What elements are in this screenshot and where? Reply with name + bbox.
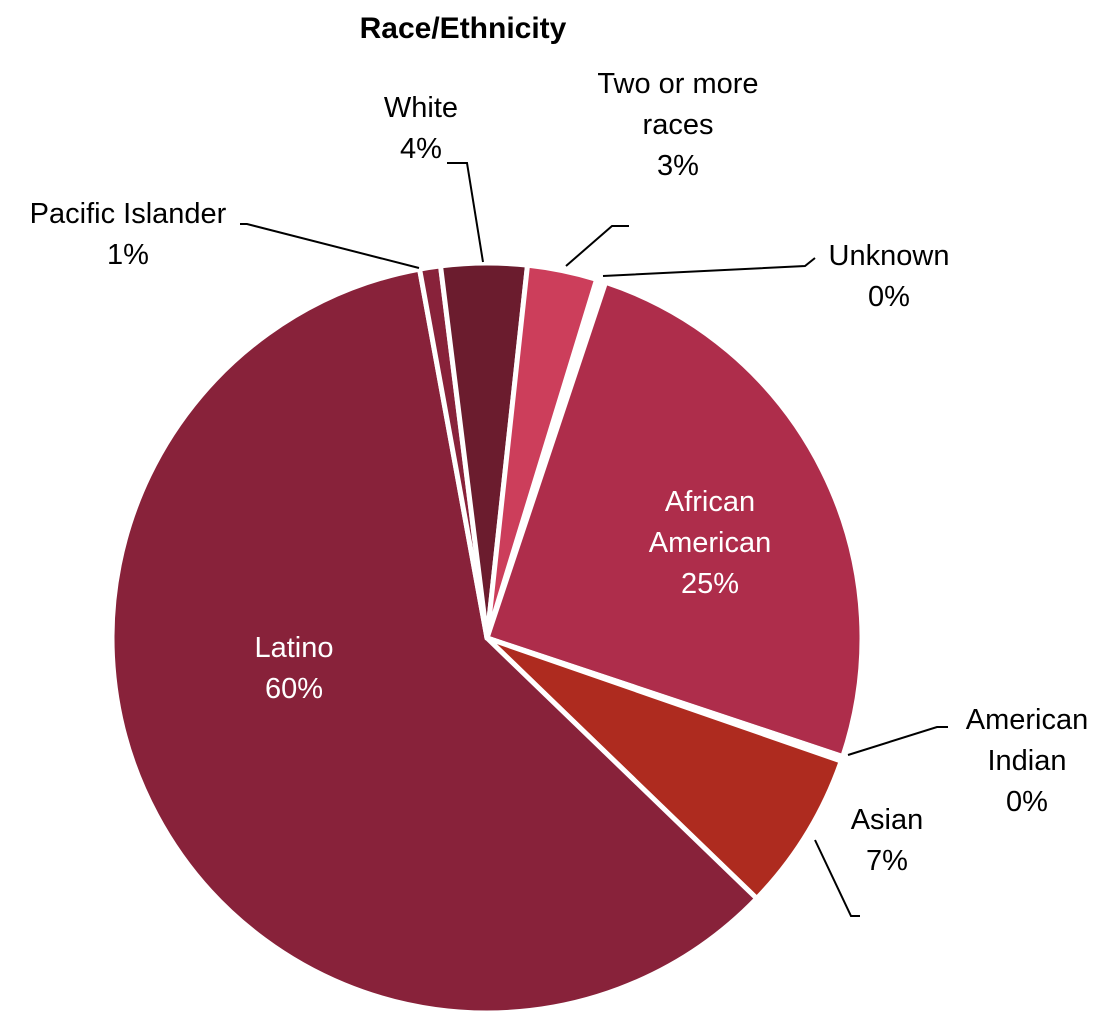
slice-percent-asian: 7% — [866, 845, 908, 877]
slice-label-pacific-islander: Pacific Islander 1% — [30, 198, 227, 271]
slice-label-african-american: African American 25% — [649, 486, 772, 600]
slice-asian — [484, 635, 844, 901]
slice-label-american-indian: American Indian 0% — [966, 704, 1089, 818]
leader-line-pacific-islander — [240, 223, 420, 269]
slice-name-line-african-american: African — [665, 486, 755, 518]
slice-label-asian: Asian 7% — [851, 804, 924, 877]
slice-percent-two-or-more-races: 3% — [657, 150, 699, 182]
slice-name-line-latino: Latino — [254, 632, 333, 664]
slice-name-line-pacific-islander: Pacific Islander — [30, 198, 227, 230]
slice-label-latino: Latino 60% — [254, 632, 333, 705]
slice-name-line-american-indian: American — [966, 704, 1089, 736]
slice-label-white: White 4% — [384, 92, 458, 165]
slice-label-unknown: Unknown 0% — [829, 240, 950, 313]
slice-percent-pacific-islander: 1% — [107, 239, 149, 271]
slice-name-line-african-american: American — [649, 527, 772, 559]
slice-name-line-asian: Asian — [851, 804, 924, 836]
leader-line-two-or-more-races — [565, 225, 629, 267]
leader-line-white — [447, 162, 484, 263]
slice-latino — [109, 266, 760, 1014]
slice-labels: Unknown 0% African American 25% American India… — [30, 68, 1089, 877]
chart-title: Race/Ethnicity — [360, 12, 567, 45]
slice-name-line-two-or-more-races: Two or more — [597, 68, 758, 100]
slice-percent-latino: 60% — [265, 673, 323, 705]
slice-label-two-or-more-races: Two or more races 3% — [597, 68, 758, 182]
slice-percent-white: 4% — [400, 133, 442, 165]
slice-percent-african-american: 25% — [681, 568, 739, 600]
slice-name-line-unknown: Unknown — [829, 240, 950, 272]
leader-line-american-indian — [847, 726, 948, 756]
leader-lines — [240, 162, 948, 917]
slice-african-american — [484, 279, 865, 760]
slice-name-line-two-or-more-races: races — [643, 109, 714, 141]
pie-slices — [109, 260, 865, 1014]
leader-line-asian — [814, 839, 860, 917]
leader-line-unknown — [602, 257, 816, 277]
slice-name-line-american-indian: Indian — [987, 745, 1066, 777]
slice-percent-unknown: 0% — [868, 281, 910, 313]
slice-two-or-more-races — [484, 262, 600, 641]
slice-percent-american-indian: 0% — [1006, 786, 1048, 818]
slice-name-line-white: White — [384, 92, 458, 124]
